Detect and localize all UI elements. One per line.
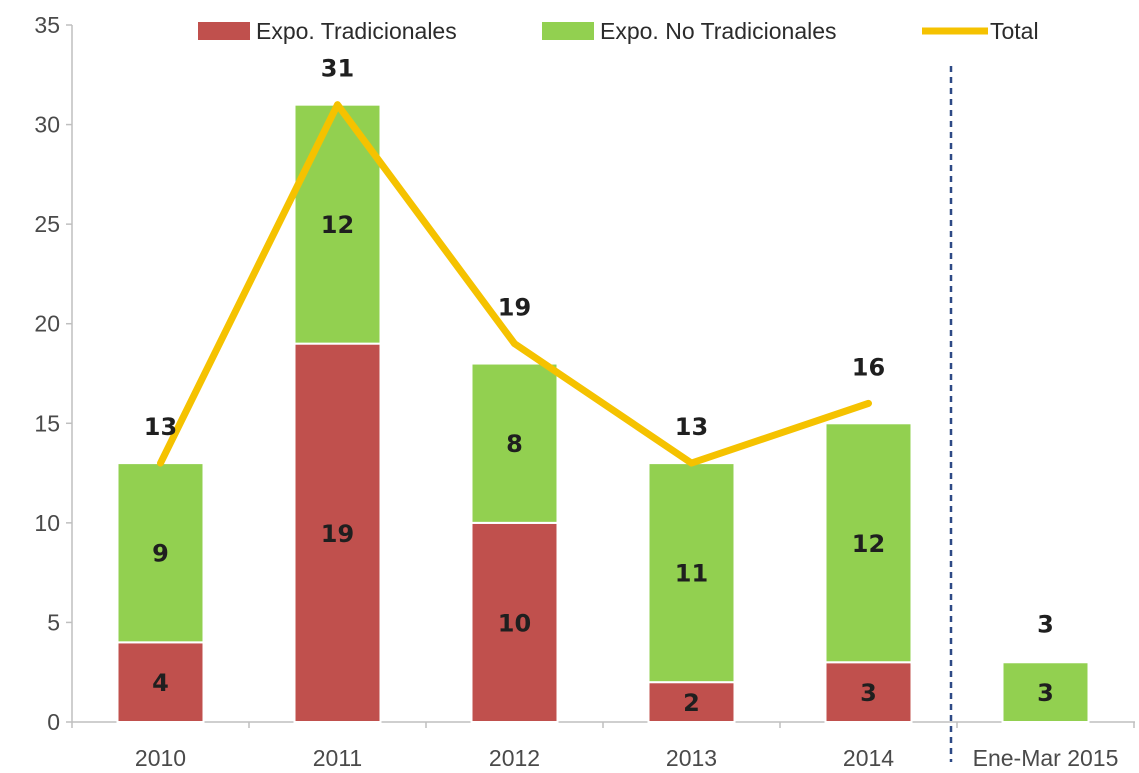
legend-label: Expo. No Tradicionales (600, 18, 837, 44)
y-tick-label: 20 (34, 311, 60, 337)
y-tick-label: 35 (34, 12, 60, 38)
bar-label-tradicionales: 19 (321, 520, 354, 548)
y-tick-label: 0 (47, 709, 60, 735)
y-tick-label: 25 (34, 211, 60, 237)
legend: Expo. Tradicionales Expo. No Tradicionale… (198, 18, 1039, 44)
x-tick-label: Ene-Mar 2015 (973, 745, 1119, 771)
bar-label-no-tradicionales: 3 (1037, 679, 1054, 707)
total-label: 13 (144, 413, 177, 441)
legend-label: Total (990, 18, 1039, 44)
bar-no-tradicionales (1001, 661, 1090, 723)
bar-tradicionales (824, 661, 913, 723)
bar-label-tradicionales: 3 (860, 679, 877, 707)
bar-label-no-tradicionales: 12 (321, 211, 354, 239)
bar-tradicionales (293, 342, 382, 723)
total-label: 31 (321, 55, 354, 83)
y-tick-label: 5 (47, 609, 60, 635)
bar-label-no-tradicionales: 8 (506, 430, 523, 458)
bar-no-tradicionales (470, 362, 559, 524)
legend-swatch-tradicionales (198, 22, 250, 40)
bar-label-tradicionales: 10 (498, 609, 531, 637)
legend-swatch-no-tradicionales (542, 22, 594, 40)
x-tick-label: 2012 (489, 745, 540, 771)
bar-tradicionales (470, 521, 559, 723)
total-label: 19 (498, 294, 531, 322)
y-tick-label: 15 (34, 410, 60, 436)
total-line (157, 101, 872, 467)
bars (116, 103, 1090, 724)
axes: 0 5 10 15 20 25 30 35 2010 2011 2012 2013 2014 Ene-Ma… (34, 12, 1135, 771)
bar-label-no-tradicionales: 11 (675, 560, 708, 588)
bar-no-tradicionales (824, 422, 913, 664)
x-tick-label: 2014 (843, 745, 894, 771)
bar-label-no-tradicionales: 12 (852, 530, 885, 558)
x-tick-label: 2013 (666, 745, 717, 771)
legend-label: Expo. Tradicionales (256, 18, 457, 44)
labels: 4 19 10 2 3 9 12 8 11 12 3 13 31 19 13 16 3 (144, 55, 1054, 717)
y-tick-label: 30 (34, 112, 60, 138)
bar-label-tradicionales: 4 (152, 669, 169, 697)
total-label: 16 (852, 353, 885, 381)
bar-label-tradicionales: 2 (683, 689, 700, 717)
bar-label-no-tradicionales: 9 (152, 540, 169, 568)
x-tick-label: 2010 (135, 745, 186, 771)
y-tick-label: 10 (34, 510, 60, 536)
total-label: 3 (1037, 610, 1054, 638)
bar-tradicionales (647, 681, 736, 724)
total-label: 13 (675, 413, 708, 441)
bar-no-tradicionales (116, 462, 205, 644)
total-series-line (157, 101, 872, 467)
x-tick-label: 2011 (313, 745, 362, 771)
